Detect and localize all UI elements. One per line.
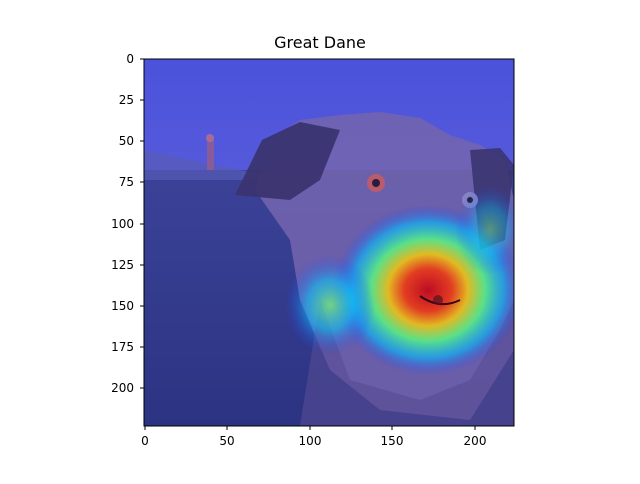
y-tick-label: 175 xyxy=(111,340,134,354)
heatmap-image xyxy=(144,59,514,426)
figure-title: Great Dane xyxy=(274,33,366,52)
y-tick-label: 100 xyxy=(111,217,134,231)
x-tick-label: 150 xyxy=(381,434,404,448)
axes-frame xyxy=(143,58,515,427)
y-tick-label: 0 xyxy=(126,52,134,66)
x-tick-label: 200 xyxy=(464,434,487,448)
x-tick-label: 100 xyxy=(299,434,322,448)
y-tick-label: 50 xyxy=(119,134,134,148)
x-axis: 0 50 100 150 200 xyxy=(141,426,486,448)
y-axis: 0 25 50 75 100 125 150 175 200 xyxy=(111,52,144,395)
y-tick-label: 75 xyxy=(119,175,134,189)
y-tick-label: 125 xyxy=(111,258,134,272)
x-tick-label: 0 xyxy=(141,434,149,448)
y-tick-label: 25 xyxy=(119,93,134,107)
y-tick-label: 200 xyxy=(111,381,134,395)
x-tick-label: 50 xyxy=(219,434,234,448)
y-tick-label: 150 xyxy=(111,299,134,313)
